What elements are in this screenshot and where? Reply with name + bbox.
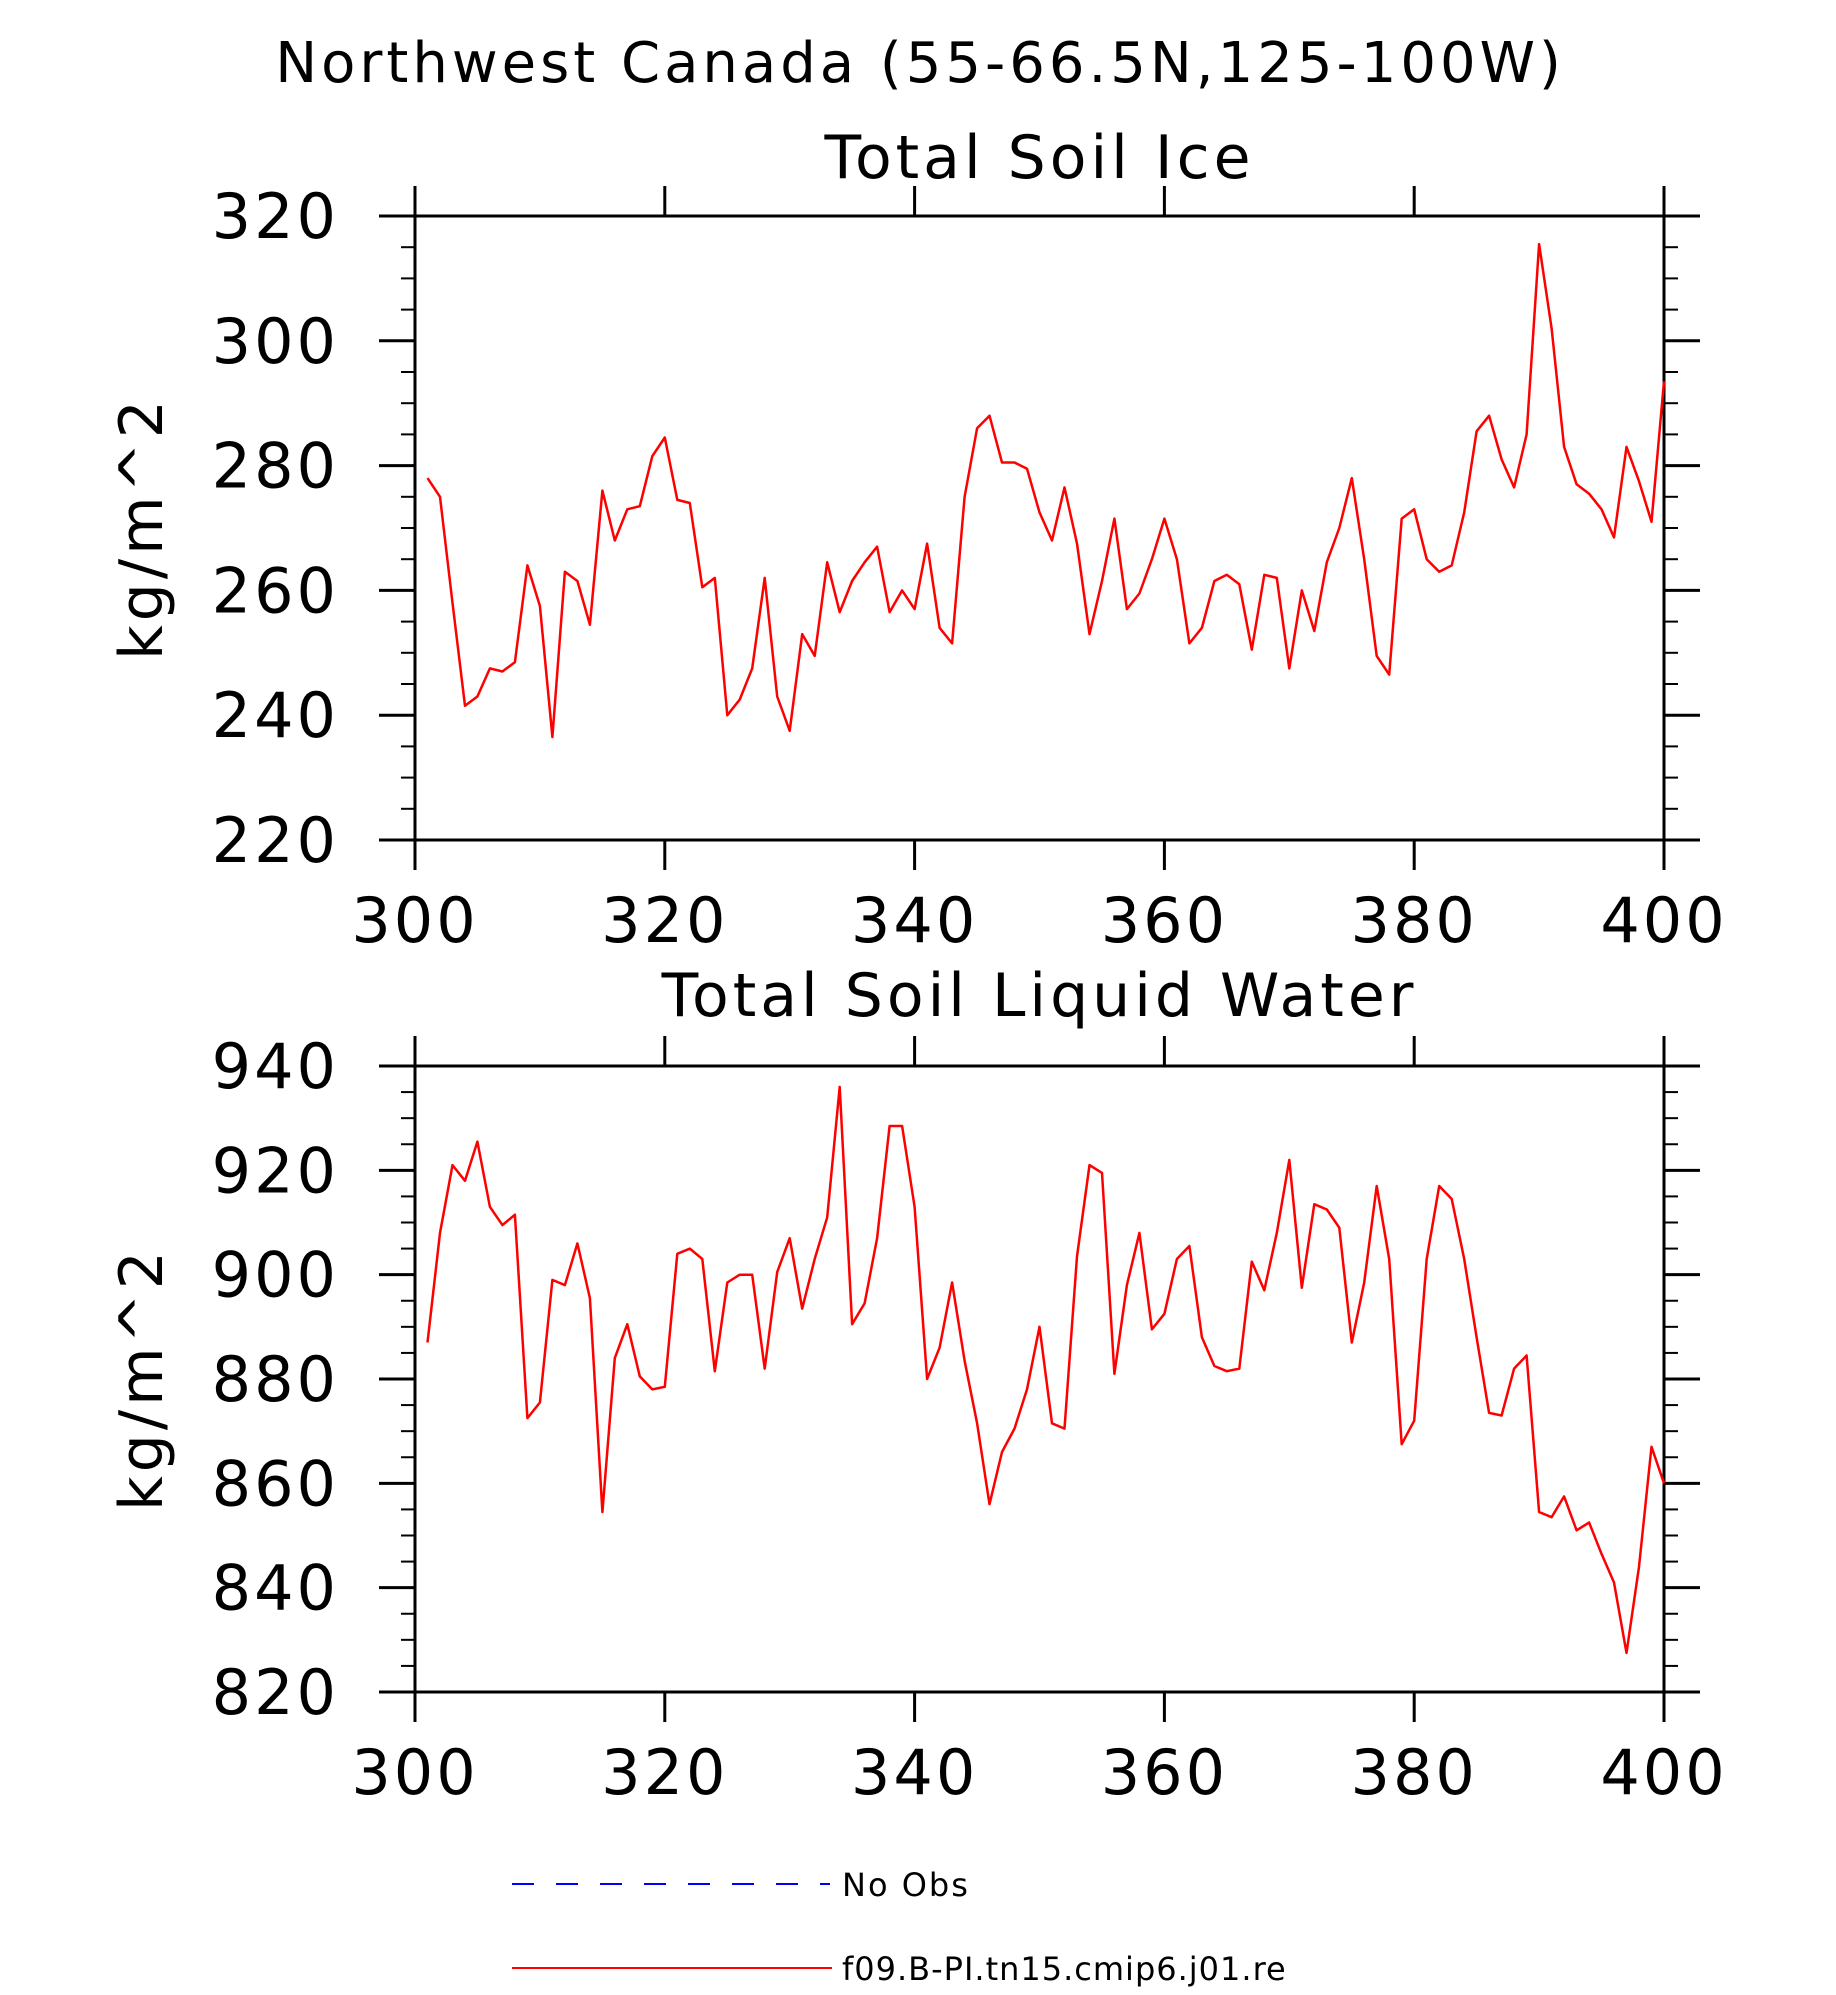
x-tick-label: 340 bbox=[851, 1736, 978, 1809]
plot-frame bbox=[413, 1064, 1666, 1694]
x-tick-label: 320 bbox=[601, 884, 728, 957]
series-line bbox=[426, 242, 1666, 739]
y-tick-label: 940 bbox=[212, 1030, 339, 1103]
x-tick-label: 400 bbox=[1600, 1736, 1727, 1809]
chart-title: Total Soil Liquid Water bbox=[661, 961, 1418, 1031]
x-tick-label: 340 bbox=[851, 884, 978, 957]
y-tick-label: 880 bbox=[212, 1343, 339, 1416]
y-tick-label: 300 bbox=[212, 305, 339, 378]
legend-obs-label: No Obs bbox=[842, 1866, 970, 1904]
plot-frame bbox=[413, 214, 1666, 842]
series-line bbox=[426, 1085, 1666, 1655]
y-axis-label: kg/m^2 bbox=[107, 396, 177, 660]
x-tick-label: 360 bbox=[1101, 1736, 1228, 1809]
y-tick-label: 220 bbox=[212, 804, 339, 877]
y-tick-label: 280 bbox=[212, 430, 339, 503]
x-tick-label: 320 bbox=[601, 1736, 728, 1809]
y-axis-label: kg/m^2 bbox=[107, 1247, 177, 1511]
x-tick-label: 360 bbox=[1101, 884, 1228, 957]
y-tick-label: 260 bbox=[212, 554, 339, 627]
x-tick-label: 300 bbox=[351, 884, 478, 957]
legend-model-label: f09.B-PI.tn15.cmip6.j01.re bbox=[842, 1950, 1287, 1988]
y-tick-label: 840 bbox=[212, 1552, 339, 1625]
y-tick-label: 920 bbox=[212, 1134, 339, 1207]
y-tick-label: 240 bbox=[212, 679, 339, 752]
x-tick-label: 380 bbox=[1351, 884, 1478, 957]
x-tick-label: 400 bbox=[1600, 884, 1727, 957]
x-tick-label: 300 bbox=[351, 1736, 478, 1809]
page-title: Northwest Canada (55-66.5N,125-100W) bbox=[275, 31, 1565, 96]
legend: No Obs f09.B-PI.tn15.cmip6.j01.re bbox=[512, 1866, 1287, 1988]
y-tick-label: 320 bbox=[212, 180, 339, 253]
y-tick-label: 900 bbox=[212, 1239, 339, 1312]
soil-ice-chart: Total Soil Ice kg/m^2 300 320 340 360 380 400 22… bbox=[107, 123, 1727, 957]
soil-liquid-water-chart: Total Soil Liquid Water kg/m^2 300 320 340 36… bbox=[107, 961, 1727, 1809]
x-tick-label: 380 bbox=[1351, 1736, 1478, 1809]
y-tick-label: 860 bbox=[212, 1447, 339, 1520]
y-tick-label: 820 bbox=[212, 1656, 339, 1729]
chart-title: Total Soil Ice bbox=[823, 123, 1254, 193]
